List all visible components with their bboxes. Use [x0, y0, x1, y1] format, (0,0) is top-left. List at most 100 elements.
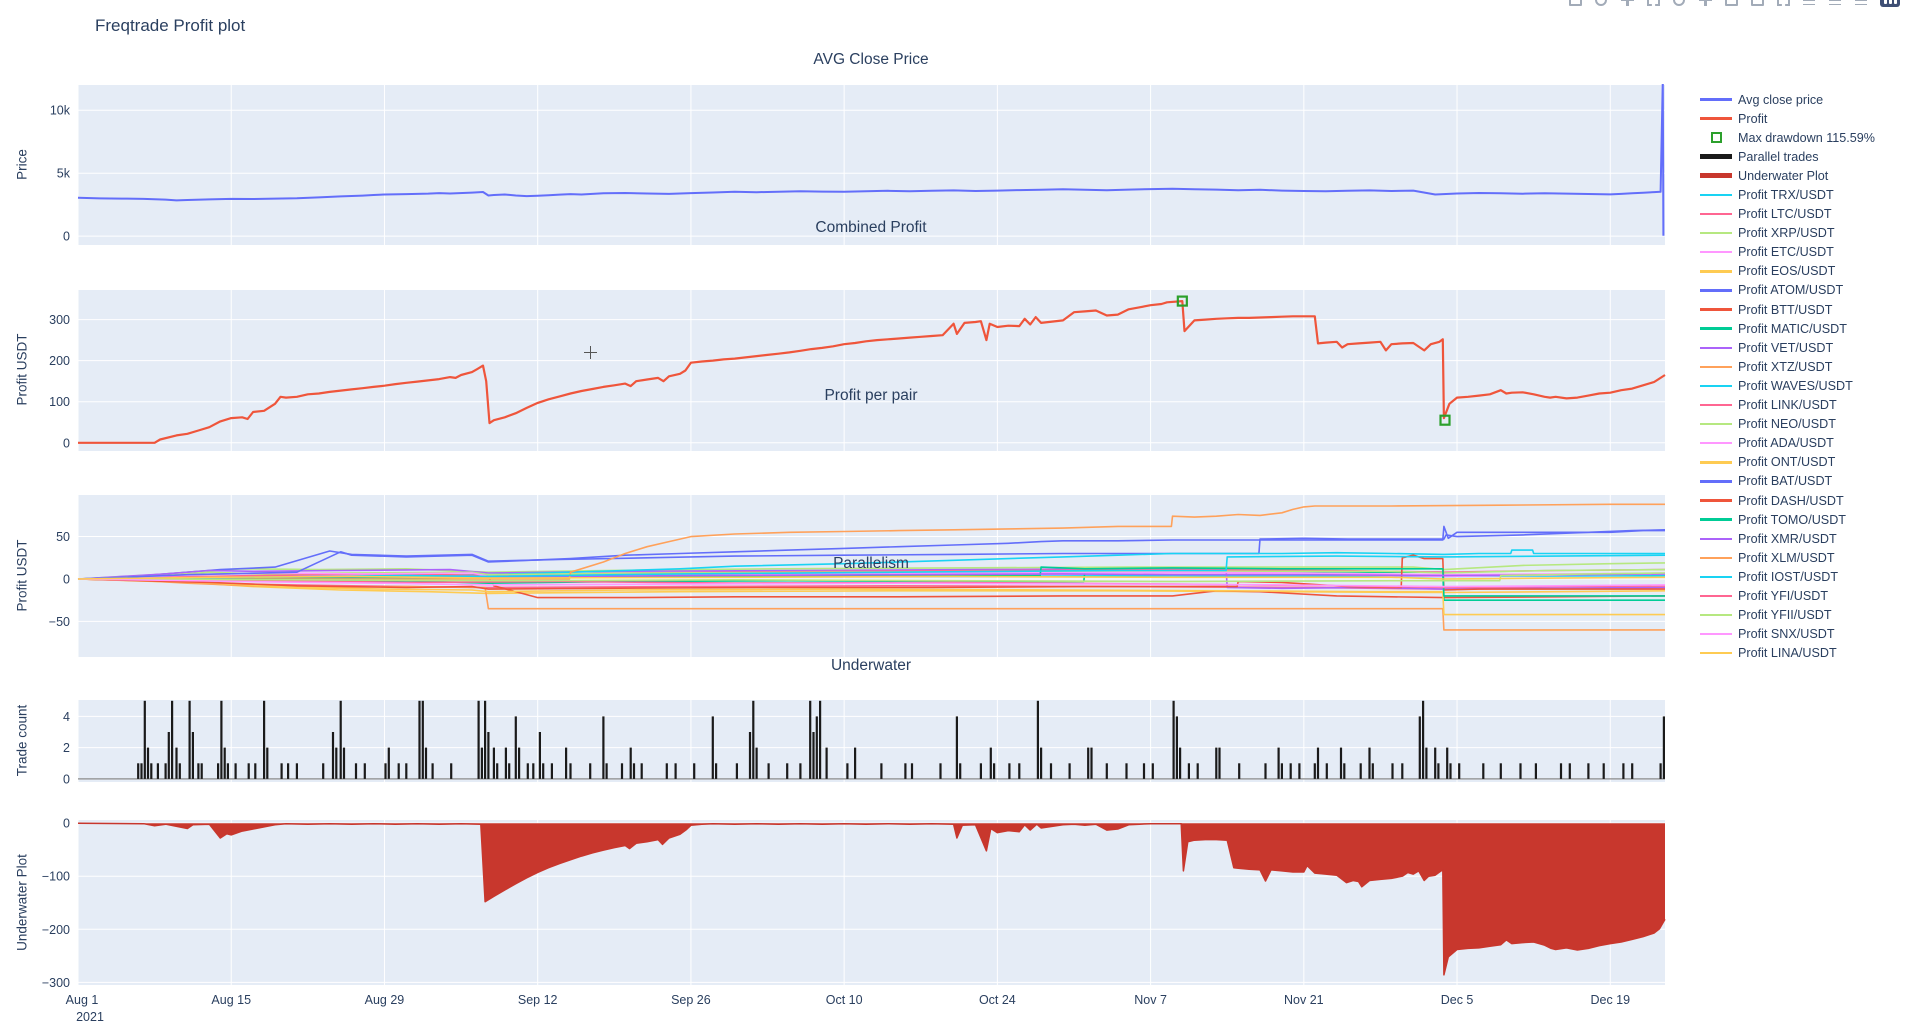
- legend-label: Profit YFI/USDT: [1738, 588, 1829, 603]
- y-tick-label: −300: [42, 976, 70, 990]
- zoom-out-icon[interactable]: [1724, 0, 1739, 7]
- y-tick-label: −200: [42, 923, 70, 937]
- legend-label: Profit SNX/USDT: [1738, 627, 1835, 642]
- camera-icon[interactable]: [1568, 0, 1583, 7]
- legend-item-profit-yfii-usdt[interactable]: Profit YFII/USDT: [1700, 606, 1875, 625]
- avg-close-price-plot-area[interactable]: [78, 85, 1665, 245]
- trade-count-bar: [786, 763, 789, 779]
- trade-count-bar: [226, 763, 229, 779]
- legend-item-parallel-trades[interactable]: Parallel trades: [1700, 147, 1875, 166]
- legend-item-profit-neo-usdt[interactable]: Profit NEO/USDT: [1700, 415, 1875, 434]
- y-tick-label: 0: [63, 772, 70, 786]
- trade-count-bar: [825, 747, 828, 779]
- legend-item-profit-vet-usdt[interactable]: Profit VET/USDT: [1700, 338, 1875, 357]
- trade-count-bar: [263, 700, 266, 779]
- trade-count-bar: [1313, 763, 1316, 779]
- max-drawdown-marker: [1176, 295, 1188, 307]
- trade-count-bar: [1036, 700, 1039, 779]
- autoscale-icon[interactable]: [1750, 0, 1765, 7]
- box-select-icon[interactable]: [1646, 0, 1661, 7]
- trade-count-bar: [280, 763, 283, 779]
- legend-item-profit-dash-usdt[interactable]: Profit DASH/USDT: [1700, 491, 1875, 510]
- legend-swatch-icon: [1700, 346, 1732, 349]
- plotly-logo[interactable]: [1880, 0, 1900, 7]
- y-tick-label: 100: [49, 395, 70, 409]
- trade-count-bar: [156, 763, 159, 779]
- hover-compare-icon[interactable]: [1854, 0, 1869, 7]
- trade-count-bar: [421, 700, 424, 779]
- legend-item-profit-snx-usdt[interactable]: Profit SNX/USDT: [1700, 625, 1875, 644]
- trade-count-bar: [424, 747, 428, 779]
- trade-count-bar: [397, 763, 400, 779]
- legend-item-profit-trx-usdt[interactable]: Profit TRX/USDT: [1700, 185, 1875, 204]
- trade-count-bar: [234, 763, 237, 779]
- parallelism-plot-area[interactable]: [78, 700, 1665, 782]
- legend-item-max-drawdown-115-59-[interactable]: Max drawdown 115.59%: [1700, 128, 1875, 147]
- toggle-spikelines-icon[interactable]: [1802, 0, 1817, 7]
- trade-count-bar: [354, 763, 358, 779]
- trade-count-bar: [1179, 747, 1182, 779]
- trade-count-bar: [629, 747, 632, 779]
- reset-axes-icon[interactable]: [1776, 0, 1791, 7]
- series-Avg close price: [77, 84, 1665, 236]
- trade-count-bar: [959, 763, 962, 779]
- trade-count-bar: [514, 716, 517, 779]
- legend-item-profit-ada-usdt[interactable]: Profit ADA/USDT: [1700, 434, 1875, 453]
- legend-item-avg-close-price[interactable]: Avg close price: [1700, 90, 1875, 109]
- trade-count-bar: [1008, 763, 1011, 779]
- trade-count-bar: [674, 763, 677, 779]
- trade-count-bar: [1105, 763, 1108, 779]
- series-Profit SNX/USDT: [77, 578, 1666, 588]
- trade-count-bar: [188, 700, 191, 779]
- y-tick-label: 0: [63, 230, 70, 244]
- legend-item-profit-link-usdt[interactable]: Profit LINK/USDT: [1700, 396, 1875, 415]
- trade-count-bar: [569, 763, 572, 779]
- trade-count-bar: [1499, 763, 1502, 779]
- trade-count-bar: [589, 763, 592, 779]
- legend-item-profit-lina-usdt[interactable]: Profit LINA/USDT: [1700, 644, 1875, 663]
- legend-swatch-icon: [1700, 365, 1732, 369]
- legend-item-profit-matic-usdt[interactable]: Profit MATIC/USDT: [1700, 319, 1875, 338]
- zoom-icon[interactable]: [1594, 0, 1609, 7]
- legend-item-profit-yfi-usdt[interactable]: Profit YFI/USDT: [1700, 586, 1875, 605]
- trade-count-bar: [1437, 763, 1440, 779]
- legend-item-profit-xmr-usdt[interactable]: Profit XMR/USDT: [1700, 529, 1875, 548]
- legend-item-underwater-plot[interactable]: Underwater Plot: [1700, 166, 1875, 185]
- lasso-select-icon[interactable]: [1672, 0, 1687, 7]
- trade-count-bar: [405, 763, 408, 779]
- combined-profit-plot-area[interactable]: [78, 290, 1665, 451]
- trade-count-bar: [508, 763, 511, 779]
- legend-swatch-icon: [1700, 403, 1732, 407]
- legend-item-profit-tomo-usdt[interactable]: Profit TOMO/USDT: [1700, 510, 1875, 529]
- hover-closest-icon[interactable]: [1828, 0, 1843, 7]
- legend-item-profit-xrp-usdt[interactable]: Profit XRP/USDT: [1700, 224, 1875, 243]
- trade-count-bar: [542, 763, 545, 779]
- legend-item-profit-btt-usdt[interactable]: Profit BTT/USDT: [1700, 300, 1875, 319]
- legend-item-profit[interactable]: Profit: [1700, 109, 1875, 128]
- y-tick-label: 200: [49, 354, 70, 368]
- legend-swatch-icon: [1700, 499, 1732, 502]
- y-tick-label: −100: [42, 870, 70, 884]
- legend-item-profit-eos-usdt[interactable]: Profit EOS/USDT: [1700, 262, 1875, 281]
- legend-item-profit-xlm-usdt[interactable]: Profit XLM/USDT: [1700, 548, 1875, 567]
- zoom-in-icon[interactable]: [1698, 0, 1713, 7]
- legend-item-profit-iost-usdt[interactable]: Profit IOST/USDT: [1700, 567, 1875, 586]
- trade-count-bar: [620, 763, 624, 779]
- legend-item-profit-bat-usdt[interactable]: Profit BAT/USDT: [1700, 472, 1875, 491]
- legend-swatch-icon: [1700, 308, 1732, 311]
- trade-count-bar: [431, 763, 434, 779]
- legend: Avg close price Profit Max drawdown 115.59…: [1700, 90, 1875, 663]
- yaxis-label-underwater-plot: Underwater Plot: [14, 854, 30, 951]
- trade-count-bar: [1534, 763, 1537, 779]
- pan-icon[interactable]: [1620, 0, 1635, 7]
- trade-count-bar: [989, 747, 992, 779]
- trade-count-bar: [665, 763, 668, 779]
- legend-item-profit-etc-usdt[interactable]: Profit ETC/USDT: [1700, 243, 1875, 262]
- legend-item-profit-ont-usdt[interactable]: Profit ONT/USDT: [1700, 453, 1875, 472]
- legend-item-profit-atom-usdt[interactable]: Profit ATOM/USDT: [1700, 281, 1875, 300]
- legend-item-profit-waves-usdt[interactable]: Profit WAVES/USDT: [1700, 376, 1875, 395]
- trade-count-bar: [1622, 763, 1625, 779]
- legend-item-profit-xtz-usdt[interactable]: Profit XTZ/USDT: [1700, 357, 1875, 376]
- legend-item-profit-ltc-usdt[interactable]: Profit LTC/USDT: [1700, 205, 1875, 224]
